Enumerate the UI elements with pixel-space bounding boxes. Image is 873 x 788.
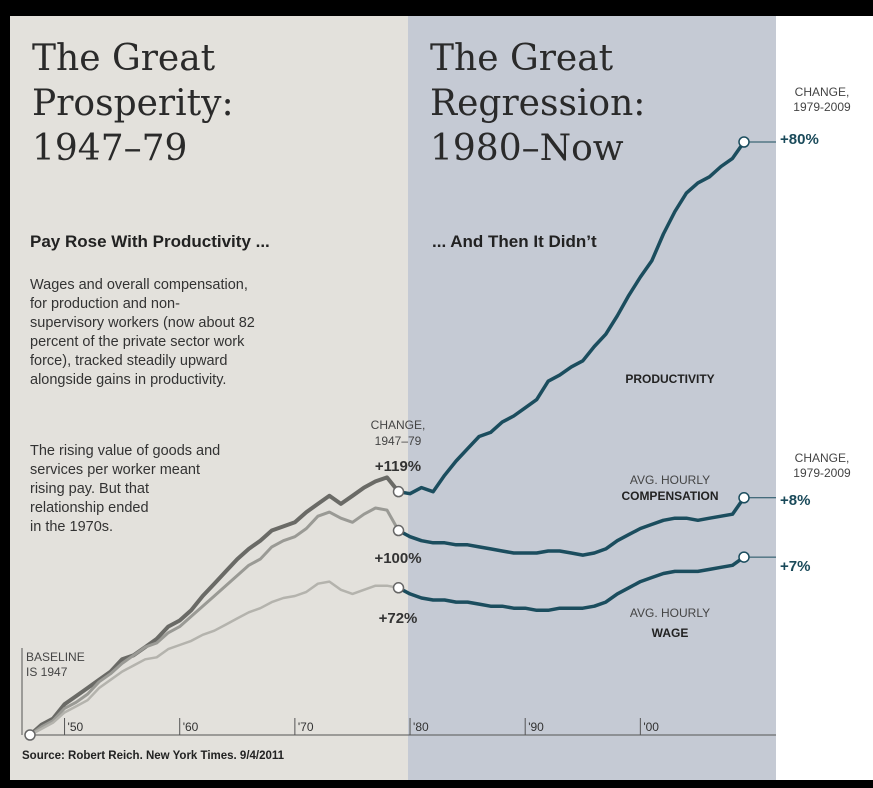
productivity-early-change: +119% <box>375 458 421 475</box>
baseline-note-line: IS 1947 <box>26 665 68 679</box>
productivity-1979-marker <box>392 485 405 498</box>
prosperity-subhead: Pay Rose With Productivity ... <box>30 232 270 251</box>
series-markers <box>24 136 776 741</box>
prosperity-headline: The Great Prosperity: 1947–79 <box>32 36 234 171</box>
avg-hourly-compensation-1980-now-line <box>397 496 746 557</box>
prosperity-headline-line: The Great <box>32 38 216 79</box>
change-margin <box>776 16 873 780</box>
productivity-1947-79-line <box>28 475 401 737</box>
explanation-line: The rising value of goods and <box>30 443 221 459</box>
intro-line: percent of the private sector work <box>30 334 245 350</box>
avg-hourly-compensation-1947-79-line <box>29 506 400 737</box>
change-1979-2009-label: 1979-2009 <box>793 466 851 480</box>
compensation-series-label: COMPENSATION <box>621 489 718 503</box>
explanation-line: relationship ended <box>30 500 149 516</box>
x-tick-label: '80 <box>413 720 429 734</box>
explanation-paragraph: The rising value of goods and services p… <box>30 442 220 537</box>
x-tick-label: '00 <box>643 720 659 734</box>
explanation-line: services per worker meant <box>30 462 201 478</box>
intro-paragraph: Wages and overall compensation, for prod… <box>30 276 255 390</box>
x-axis: '50 '60 '70 '80 '90 '00 <box>21 648 776 736</box>
change-1979-2009-label: 1979-2009 <box>793 100 851 114</box>
regression-headline-line: 1980–Now <box>430 128 624 169</box>
wage-late-change: +7% <box>780 558 810 575</box>
avg-hourly-compensation-1979-marker <box>392 524 405 537</box>
wage-early-change: +72% <box>379 610 418 627</box>
prosperity-headline-line: Prosperity: <box>32 83 234 124</box>
avg-hourly-wage-1979-marker <box>392 582 405 594</box>
intro-line: force), tracked steadily upward <box>30 353 228 369</box>
source-note: Source: Robert Reich. New York Times. 9/… <box>22 750 285 762</box>
compensation-early-change: +100% <box>374 550 421 567</box>
x-tick-label: '70 <box>298 720 314 734</box>
wage-series-label: AVG. HOURLY <box>630 606 710 620</box>
explanation-line: rising pay. But that <box>30 481 150 497</box>
x-tick-label: '90 <box>528 720 544 734</box>
avg-hourly-wage-1947-79-line <box>29 580 399 737</box>
compensation-late-change: +8% <box>780 492 810 509</box>
change-1947-79-label: 1947–79 <box>375 434 422 448</box>
chart-annotations: BASELINE IS 1947 CHANGE, 1947–79 +119% +… <box>26 85 851 679</box>
great-regression-panel <box>408 16 776 780</box>
great-prosperity-panel <box>10 16 408 780</box>
avg-hourly-wage-2009-marker <box>738 551 750 563</box>
wage-series-label: WAGE <box>652 626 689 640</box>
x-tick-label: '60 <box>183 720 199 734</box>
intro-line: alongside gains in productivity. <box>30 372 227 388</box>
intro-line: Wages and overall compensation, <box>30 277 248 293</box>
change-1947-79-label: CHANGE, <box>371 418 426 432</box>
intro-line: supervisory workers (now about 82 <box>30 315 255 331</box>
explanation-line: in the 1970s. <box>30 519 114 535</box>
avg-hourly-compensation-2009-marker <box>738 492 750 504</box>
productivity-series-label: PRODUCTIVITY <box>625 372 714 386</box>
regression-headline-line: The Great <box>430 38 614 79</box>
baseline-note-line: BASELINE <box>26 650 85 664</box>
x-tick-label: '50 <box>68 720 84 734</box>
productivity-late-change: +80% <box>780 131 819 148</box>
regression-headline: The Great Regression: 1980–Now <box>430 36 645 171</box>
change-1979-2009-label: CHANGE, <box>795 85 850 99</box>
regression-subhead: ... And Then It Didn’t <box>432 232 597 251</box>
series-lines <box>28 140 746 737</box>
change-1979-2009-label: CHANGE, <box>795 451 850 465</box>
baseline-1947-marker <box>24 729 36 741</box>
avg-hourly-wage-1980-now-line <box>397 555 746 613</box>
compensation-series-label: AVG. HOURLY <box>630 473 710 487</box>
productivity-1980-now-line <box>398 140 746 496</box>
prosperity-headline-line: 1947–79 <box>32 128 188 169</box>
productivity-2009-marker <box>738 136 750 148</box>
regression-headline-line: Regression: <box>430 83 646 124</box>
intro-line: for production and non- <box>30 296 180 312</box>
